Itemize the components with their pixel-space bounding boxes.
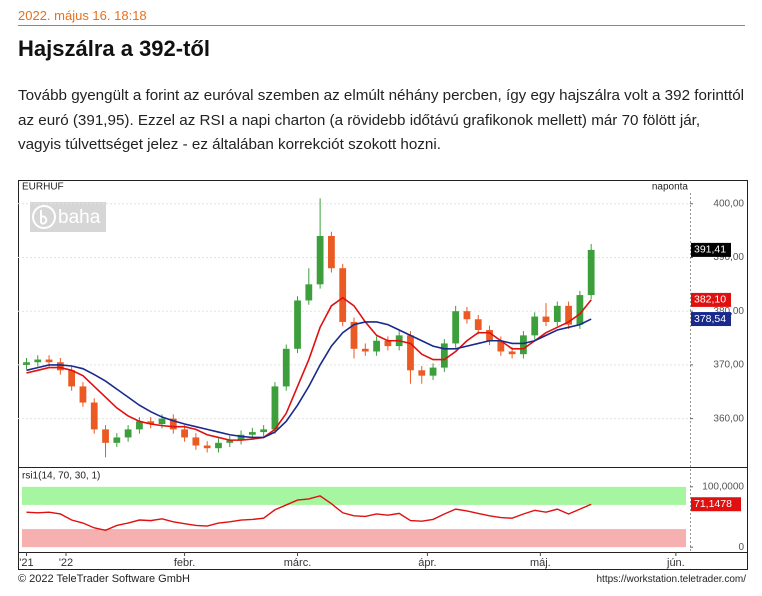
x-tick-label: máj. [530, 557, 551, 569]
candle-body [215, 442, 222, 449]
candle-body [520, 335, 527, 355]
y-tick-label: 390,00 [713, 252, 744, 263]
price-tag [691, 242, 731, 257]
candle-body [271, 386, 279, 430]
candle-body [169, 418, 177, 430]
candle-body [158, 418, 166, 425]
y-tick-label: 100,0000 [702, 481, 744, 492]
candle-body [68, 370, 76, 387]
overbought-band [22, 486, 686, 505]
copyright: © 2022 TeleTrader Software GmbH [18, 573, 190, 585]
candle-body [79, 386, 87, 403]
candle-body [56, 362, 64, 371]
candle-body [305, 284, 313, 301]
source-url: https://workstation.teletrader.com/ [596, 574, 746, 585]
x-tick-label: '21 [19, 557, 33, 569]
x-tick-label: jún. [666, 557, 685, 569]
candle-body [452, 311, 460, 344]
candle-body [339, 268, 347, 322]
candle-body [203, 445, 211, 449]
price-tag-label: 391,41 [694, 244, 726, 256]
watermark-logo: baha [30, 202, 106, 232]
candle-body [316, 235, 324, 285]
body-text: Tovább gyengült a forint az euróval szem… [18, 87, 745, 154]
candle-body [497, 340, 505, 352]
candle-body [486, 330, 493, 341]
candle-body [294, 300, 301, 349]
candle-body [553, 305, 561, 322]
y-tick-label: 0 [738, 542, 744, 553]
candle-body [237, 434, 245, 441]
chart-frame [18, 180, 748, 570]
candle-body [181, 429, 188, 438]
indicator-label: rsi1(14, 70, 30, 1) [22, 471, 100, 482]
candle-body [440, 343, 448, 368]
candle-body [384, 340, 392, 347]
candle-body [429, 367, 437, 376]
candle-body [282, 348, 290, 387]
price-tag-label: 382,10 [694, 294, 726, 306]
y-tick-label: 400,00 [713, 198, 744, 209]
rsi-tag [691, 497, 741, 512]
candle-body [136, 421, 143, 430]
watermark: baha [58, 207, 101, 228]
candle-body [124, 429, 132, 438]
y-tick-label: 380,00 [713, 306, 744, 317]
symbol: EURHUF [22, 182, 64, 193]
x-tick-label: febr. [174, 557, 195, 569]
candle-body [147, 421, 155, 425]
timestamp: 2022. május 16. 18:18 [18, 8, 147, 23]
y-tick-label: 370,00 [713, 360, 744, 371]
candle-body [192, 437, 200, 446]
candle-body [373, 340, 380, 352]
candle-body [508, 351, 516, 355]
candle-body [587, 249, 595, 296]
candle-body [565, 305, 572, 325]
candle-body [542, 316, 550, 322]
candle-body [113, 437, 121, 443]
candle-body [418, 370, 426, 376]
period: naponta [652, 182, 689, 193]
x-tick-label: '22 [59, 557, 73, 569]
candle-body [248, 432, 256, 435]
candle-body [531, 316, 539, 336]
candle-body [34, 359, 42, 363]
candle-body [45, 359, 53, 363]
candle-body [350, 321, 358, 349]
price-tag-label: 378,54 [694, 313, 726, 325]
price-tag [691, 292, 731, 307]
candle-body [102, 429, 109, 443]
candle-body [576, 295, 584, 325]
rsi-tag-label: 71,1478 [694, 498, 732, 510]
rsi-line [26, 495, 592, 532]
candle-body [90, 402, 98, 430]
oversold-band [22, 529, 686, 548]
divider [18, 25, 745, 26]
headline: Hajszálra a 392-től [18, 36, 210, 61]
candle-body [23, 362, 30, 365]
candle-body [407, 335, 414, 371]
candle-body [328, 235, 335, 269]
x-tick-label: márc. [284, 557, 312, 569]
candle-body [361, 348, 369, 352]
y-tick-label: 360,00 [713, 413, 744, 424]
candle-body [260, 429, 268, 433]
moving-average [26, 318, 592, 439]
candle-body [463, 311, 471, 320]
candle-body [226, 440, 234, 443]
candle-body [474, 319, 482, 330]
x-tick-label: ápr. [418, 557, 436, 569]
moving-average [26, 296, 592, 441]
price-tag [691, 312, 731, 327]
